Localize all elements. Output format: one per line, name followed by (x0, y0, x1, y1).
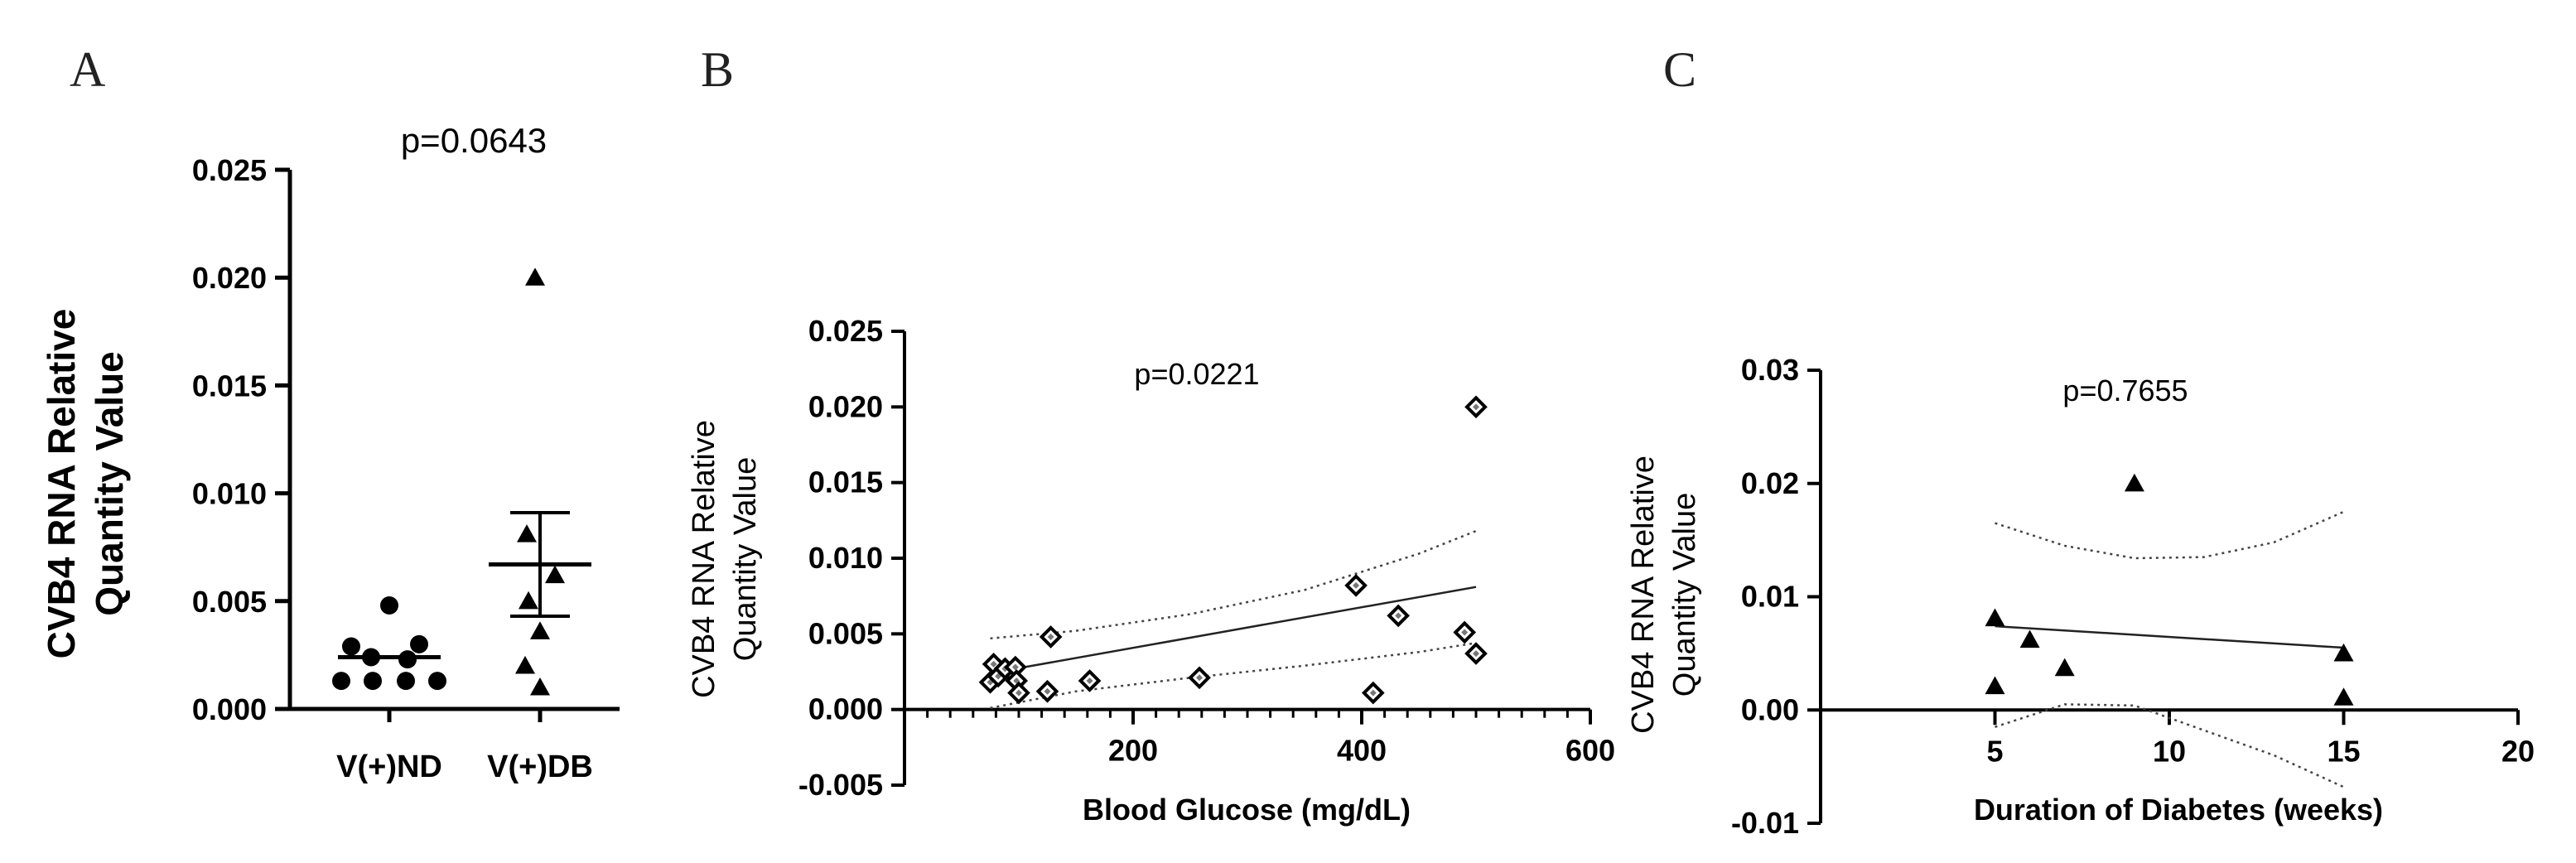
data-point (1344, 574, 1368, 597)
y-axis-label-b-line1: CVB4 RNA Relative (687, 420, 721, 698)
x-category-label-a: V(+)ND (336, 750, 442, 784)
data-point (2333, 643, 2354, 662)
data-point (1361, 681, 1385, 705)
data-point (1985, 676, 2005, 695)
confidence-band-upper (990, 529, 1477, 640)
y-tick-label-a: 0.025 (192, 153, 267, 187)
data-marks-b (978, 395, 1488, 710)
data-point-db (525, 268, 545, 286)
panel-letter-c: C (1663, 42, 1696, 97)
data-point-nd (380, 596, 398, 615)
data-point (2333, 687, 2354, 706)
data-point-db (545, 565, 565, 584)
data-point-nd (428, 672, 446, 691)
data-point (2019, 629, 2040, 648)
y-tick-label: 0.01 (1741, 580, 1799, 614)
x-axis-categories-a: V(+)ND V(+)DB (336, 709, 593, 784)
x-tick-label: 10 (2153, 734, 2186, 768)
panel-c: C p=0.7655 CVB4 RNA Relative Quantity Va… (1626, 42, 2535, 840)
y-tick-label: 0.000 (808, 692, 883, 726)
data-point (1078, 669, 1102, 692)
data-point-nd (397, 672, 415, 691)
data-point-db (517, 524, 537, 542)
regression-line (990, 586, 1477, 675)
x-tick-label: 5 (1986, 734, 2003, 768)
y-tick-label: 0.015 (808, 465, 883, 499)
y-tick-label: 0.005 (808, 616, 883, 650)
data-point-db (515, 655, 535, 674)
panel-letter-a: A (70, 42, 105, 97)
data-point (1188, 666, 1211, 690)
y-tick-label: 0.025 (808, 314, 883, 348)
data-point (1387, 604, 1410, 628)
data-marks-a (332, 268, 591, 696)
panel-b: B p=0.0221 CVB4 RNA Relative Quantity Va… (687, 42, 1615, 827)
panel-letter-b: B (701, 42, 734, 97)
data-point (1039, 625, 1063, 648)
data-point-db (530, 677, 550, 696)
x-category-label-a: V(+)DB (487, 750, 593, 784)
y-axis-ticks-a: 0.000 0.005 0.010 0.015 0.020 0.025 (192, 153, 620, 726)
y-tick-label: -0.01 (1731, 806, 1799, 840)
data-point (2124, 473, 2144, 492)
y-tick-label: 0.03 (1741, 353, 1799, 387)
data-point-nd (342, 637, 360, 656)
y-tick-label: 0.00 (1741, 692, 1799, 726)
data-point-nd (364, 672, 382, 691)
data-point (2054, 658, 2075, 677)
data-point-nd (398, 650, 417, 669)
axes-c: -0.01 0.00 0.01 0.02 0.03 5 10 15 20 (1731, 353, 2535, 840)
y-tick-label: 0.010 (808, 541, 883, 575)
confidence-band-lower (1995, 703, 2345, 788)
data-point-nd (410, 634, 428, 653)
y-tick-label-a: 0.020 (192, 261, 267, 295)
p-value-a: p=0.0643 (401, 121, 547, 160)
y-tick-label: 0.02 (1741, 466, 1799, 500)
y-tick-label-a: 0.010 (192, 477, 267, 511)
y-tick-label-a: 0.005 (192, 585, 267, 619)
data-point-db (530, 621, 550, 639)
y-axis-label-b-line2: Quantity Value (728, 457, 763, 661)
confidence-band-lower (990, 642, 1477, 710)
y-axis-label-c-line1: CVB4 RNA Relative (1626, 456, 1661, 734)
y-tick-label-a: 0.000 (192, 692, 267, 726)
y-axis-label-a-line2: Quantity Value (88, 351, 131, 616)
regression-line (1995, 624, 2344, 649)
x-tick-label: 600 (1565, 734, 1615, 768)
x-tick-label: 400 (1337, 734, 1387, 768)
data-marks-c (1985, 473, 2354, 788)
data-point (1007, 681, 1030, 705)
panel-a: A p=0.0643 CVB4 RNA Relative Quantity Va… (40, 42, 620, 784)
x-tick-label: 200 (1108, 734, 1158, 768)
data-point (1464, 395, 1488, 419)
y-tick-label: 0.020 (808, 389, 883, 423)
y-axis-label-c-line2: Quantity Value (1667, 493, 1702, 697)
data-point (1464, 642, 1488, 665)
data-point (1453, 620, 1477, 644)
confidence-band-upper (1995, 510, 2345, 560)
data-point-db (519, 591, 538, 610)
x-tick-label: 20 (2501, 734, 2535, 768)
p-value-c: p=0.7655 (2062, 374, 2188, 407)
data-point (1035, 679, 1059, 703)
x-tick-label: 15 (2327, 734, 2360, 768)
data-point (1985, 608, 2005, 627)
x-axis-label-b: Blood Glucose (mg/dL) (1083, 793, 1411, 827)
data-point-nd (332, 672, 350, 691)
p-value-b: p=0.0221 (1134, 357, 1259, 391)
y-tick-label: -0.005 (798, 768, 883, 802)
y-tick-label-a: 0.015 (192, 369, 267, 403)
axes-b: -0.005 0.000 0.005 0.010 0.015 0.020 0.025 200 4… (798, 314, 1615, 802)
y-axis-label-a-line1: CVB4 RNA Relative (40, 309, 83, 659)
x-axis-label-c: Duration of Diabetes (weeks) (1974, 793, 2383, 827)
